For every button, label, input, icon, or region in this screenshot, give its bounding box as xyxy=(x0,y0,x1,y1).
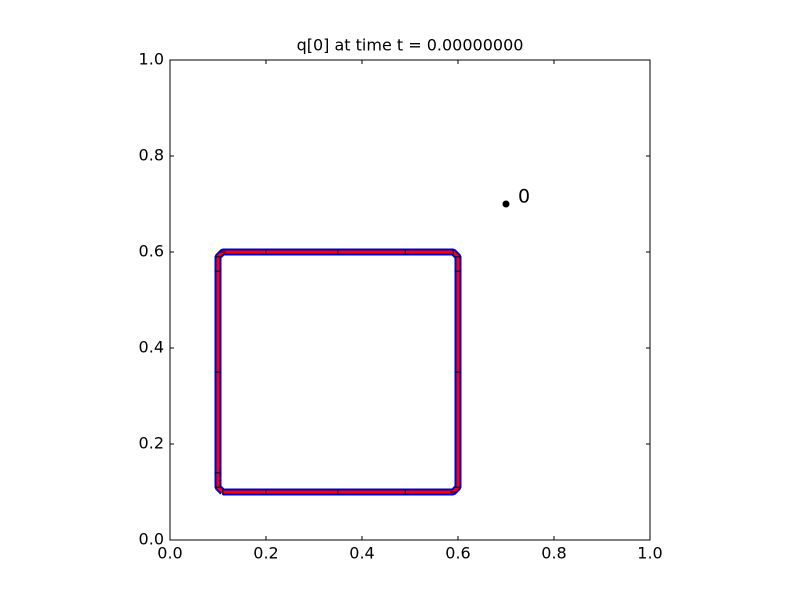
x-tick-label: 0.0 xyxy=(157,544,182,563)
chart-title: q[0] at time t = 0.00000000 xyxy=(297,36,524,55)
point xyxy=(502,200,510,208)
y-tick-label: 0.4 xyxy=(139,338,164,357)
x-tick-label: 1.0 xyxy=(637,544,662,563)
x-tick-label: 0.6 xyxy=(445,544,470,563)
shape-fill xyxy=(216,250,460,494)
y-tick-label: 1.0 xyxy=(139,50,164,69)
x-tick-label: 0.8 xyxy=(541,544,566,563)
y-tick-label: 0.8 xyxy=(139,146,164,165)
y-tick-label: 0.0 xyxy=(139,530,164,549)
y-tick-label: 0.6 xyxy=(139,242,164,261)
shape-edge xyxy=(214,248,462,496)
plot-frame xyxy=(169,59,651,541)
y-tick-label: 0.2 xyxy=(139,434,164,453)
x-tick-label: 0.4 xyxy=(349,544,374,563)
point-label: 0 xyxy=(518,186,530,208)
x-tick-label: 0.2 xyxy=(253,544,278,563)
